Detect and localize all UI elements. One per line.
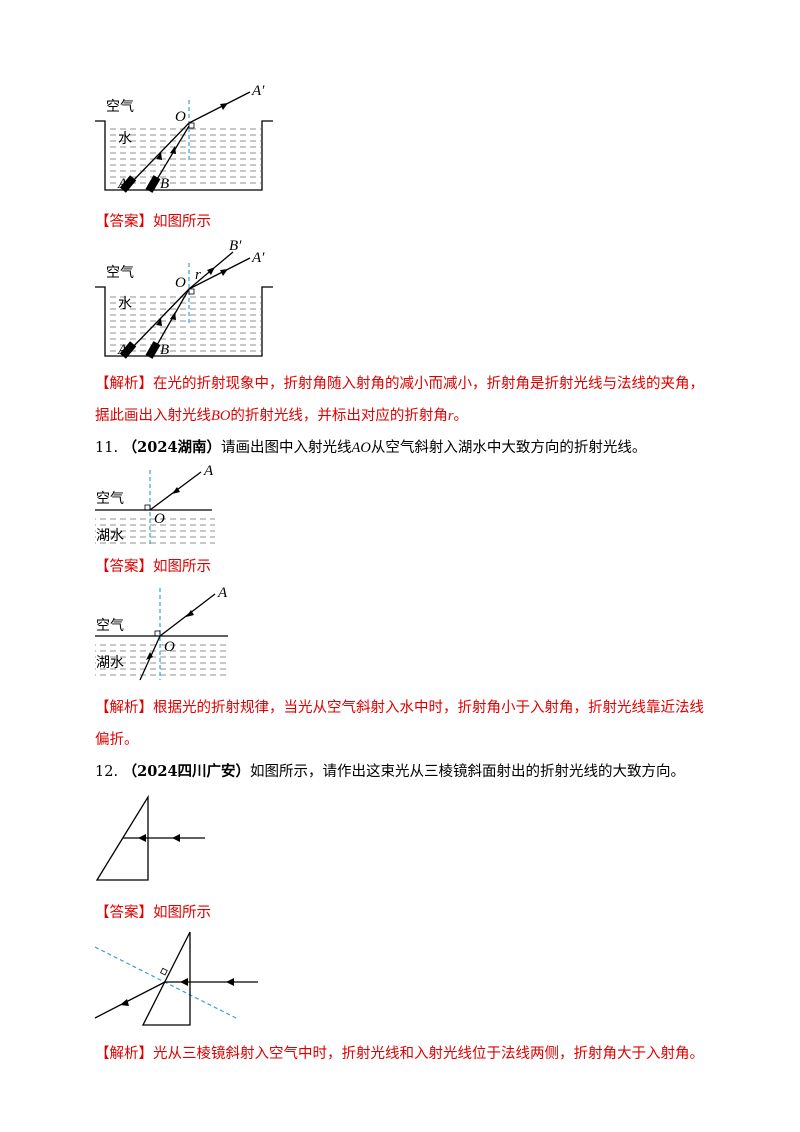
question: 11. （2024湖南）请画出图中入射光线AO从空气斜射入湖水中大致方向的折射光… [95, 432, 646, 464]
label: 水 [118, 131, 132, 147]
normal [94, 946, 239, 1020]
text: 的折射光线，并标出对应的折射角 [230, 408, 448, 424]
label: O [175, 109, 186, 125]
ray [188, 91, 251, 124]
right-angle [188, 288, 195, 295]
label: A′ [251, 250, 265, 266]
arrow [172, 834, 180, 842]
arrow [186, 610, 194, 617]
answer: 【答案】如图所示 [95, 905, 211, 921]
label: A [203, 463, 214, 479]
label: A [117, 342, 128, 358]
right-angle [144, 504, 151, 511]
figure-answer-q11: A 空气 O 湖水 [95, 585, 228, 681]
analysis: 【解析】在光的折射现象中，折射角随入射角的减小而减小，折射角是折射光线与法线的夹… [95, 368, 715, 432]
figure-answer-q10: 空气 水 O r B′ A′ A B [95, 238, 273, 359]
text: 如图所示，请作出这束光从三棱镜斜面射出的折射光线的大致方向。 [250, 764, 686, 780]
label: B [160, 176, 169, 192]
arrow [146, 652, 153, 660]
prism [141, 931, 191, 1026]
label: O [164, 639, 175, 655]
label: B′ [229, 238, 242, 254]
source: （2024四川广安） [122, 763, 251, 780]
light [145, 341, 161, 359]
label: O [154, 511, 165, 527]
arrow [172, 487, 180, 494]
number: 12. [95, 764, 119, 780]
ray [94, 981, 166, 1019]
arrow [180, 978, 188, 986]
figure-q12 [95, 794, 205, 881]
arrow [156, 152, 162, 160]
arrow [138, 834, 146, 842]
ray [188, 257, 251, 290]
figure-q11: 空气 A O 湖水 [95, 463, 215, 546]
arrow [120, 999, 129, 1006]
label: 空气 [106, 99, 134, 115]
arrow [170, 146, 176, 154]
label: 水 [118, 296, 132, 312]
label: A [217, 585, 228, 601]
arrow [220, 269, 228, 276]
label: A′ [251, 83, 265, 99]
ray [127, 288, 190, 353]
label: B [160, 342, 169, 358]
label: O [175, 275, 186, 291]
water [95, 514, 215, 546]
arrow [170, 312, 176, 320]
question: 12. （2024四川广安）如图所示，请作出这束光从三棱镜斜面射出的折射光线的大… [95, 756, 685, 788]
label: r [195, 267, 201, 283]
source: （2024湖南） [122, 439, 222, 456]
label: 空气 [106, 265, 134, 281]
answer: 【答案】如图所示 [95, 214, 211, 230]
label: 湖水 [96, 528, 124, 544]
text: 。 [453, 408, 469, 424]
water [95, 640, 227, 680]
answer: 【答案】如图所示 [95, 559, 211, 575]
container [95, 120, 273, 191]
right-angle [160, 967, 168, 976]
arrow [220, 103, 228, 110]
analysis: 【解析】根据光的折射规律，当光从空气斜射入水中时，折射角小于入射角，折射光线靠近… [95, 700, 704, 748]
analysis: 【解析】光从三棱镜斜射入空气中时，折射光线和入射光线位于法线两侧，折射角大于入射… [95, 1046, 704, 1062]
figure-answer-q12 [94, 931, 258, 1026]
right-angle [154, 630, 161, 637]
ray [152, 125, 190, 187]
number: 11. [95, 440, 119, 456]
text: BO [211, 408, 231, 424]
label: A [117, 176, 128, 192]
light [119, 341, 137, 359]
figure-q10: 空气 水 O A′ A B [95, 83, 273, 193]
right-angle [188, 122, 195, 129]
light [119, 175, 137, 193]
label: 空气 [96, 491, 124, 507]
arrow [207, 267, 215, 275]
text: r [447, 408, 454, 424]
container [95, 286, 273, 357]
ray [127, 122, 190, 187]
label: 空气 [96, 618, 124, 634]
ray [152, 288, 190, 353]
label: 湖水 [96, 655, 124, 671]
light [145, 175, 161, 193]
text: 请画出图中入射光线 [221, 440, 352, 456]
arrow [156, 318, 162, 326]
text: 【解析】在光的折射现象中，折射角随入射角的减小而减小，折射角是折射光线与法线的夹… [95, 376, 704, 424]
arrow [226, 978, 234, 986]
text: 从空气斜射入湖水中大致方向的折射光线。 [370, 440, 647, 456]
text: AO [351, 440, 371, 456]
